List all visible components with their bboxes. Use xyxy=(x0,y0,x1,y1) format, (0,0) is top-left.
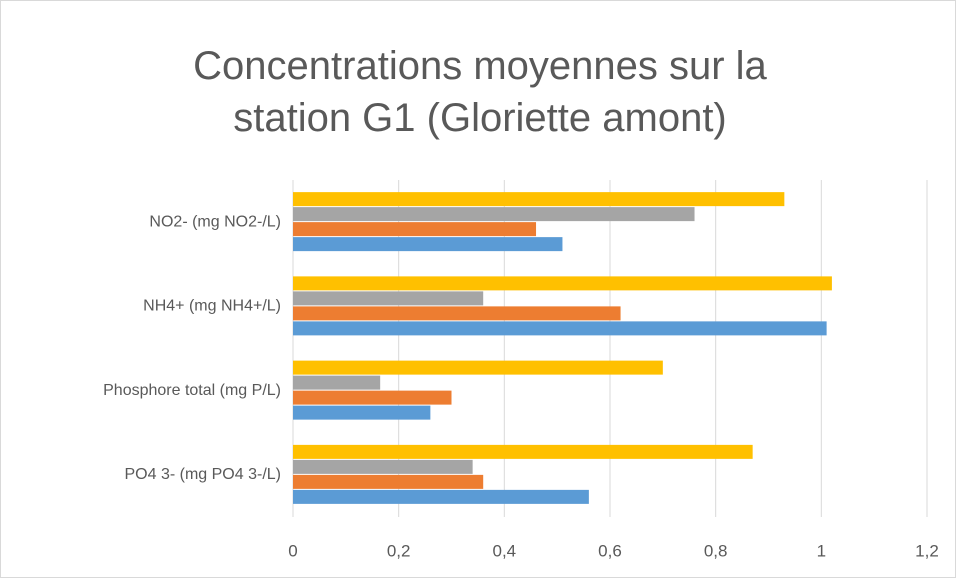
bar xyxy=(293,489,589,504)
y-tick-label: PO4 3- (mg PO4 3-/L) xyxy=(125,466,282,483)
bar xyxy=(293,306,621,321)
bar xyxy=(293,390,452,405)
y-tick-label: NO2- (mg NO2-/L) xyxy=(149,213,281,230)
x-tick-label: 0,6 xyxy=(598,541,622,560)
bar xyxy=(293,474,484,489)
bar xyxy=(293,321,827,336)
y-tick-label: NH4+ (mg NH4+/L) xyxy=(143,298,281,315)
bar xyxy=(293,405,431,420)
bar xyxy=(293,291,484,306)
y-tick-label: Phosphore total (mg P/L) xyxy=(103,382,281,399)
bar xyxy=(293,237,563,252)
bar xyxy=(293,459,473,474)
x-tick-label: 0 xyxy=(288,541,297,560)
x-tick-label: 0,4 xyxy=(493,541,517,560)
bar xyxy=(293,360,663,375)
bar xyxy=(293,276,832,291)
x-tick-label: 1 xyxy=(817,541,826,560)
x-tick-label: 0,2 xyxy=(387,541,411,560)
x-tick-label: 1,2 xyxy=(915,541,939,560)
bar xyxy=(293,444,753,459)
bar xyxy=(293,207,695,222)
chart-title: Concentrations moyennes sur la station G… xyxy=(193,44,767,140)
x-tick-label: 0,8 xyxy=(704,541,728,560)
bar xyxy=(293,222,537,237)
bar xyxy=(293,192,785,207)
bar xyxy=(293,375,381,390)
